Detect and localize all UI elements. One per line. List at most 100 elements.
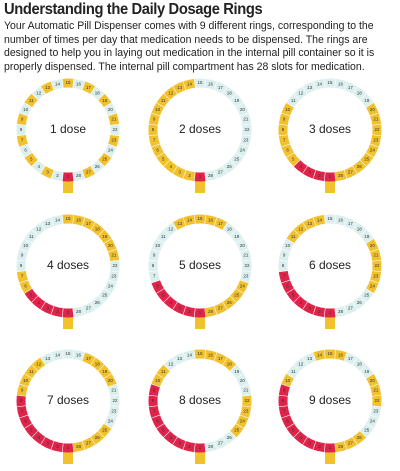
slot-number: 14 <box>187 81 193 86</box>
slot-divider <box>242 123 252 126</box>
slot-number: 3 <box>178 306 181 311</box>
slot-divider <box>19 414 28 419</box>
slot-number: 21 <box>243 253 249 258</box>
slot-divider <box>61 349 64 359</box>
slot-number: 26 <box>357 435 363 440</box>
slot-divider <box>90 436 96 445</box>
slot-divider <box>352 301 358 310</box>
slot-divider <box>293 93 301 101</box>
slot-divider <box>302 86 308 95</box>
slot-number: 9 <box>283 117 286 122</box>
slot-divider <box>278 259 288 262</box>
slot-number: 10 <box>285 243 291 248</box>
slot-divider <box>372 405 382 408</box>
slot-number: 3 <box>178 170 181 175</box>
slot-number: 14 <box>55 217 61 222</box>
slot-divider <box>286 102 295 108</box>
slot-number: 19 <box>364 369 370 374</box>
slot-number: 7 <box>153 409 156 414</box>
ring-tab <box>63 181 73 193</box>
slot-number: 21 <box>373 253 379 258</box>
slot-number: 13 <box>307 221 313 226</box>
slot-divider <box>148 123 158 126</box>
slot-number: 4 <box>299 164 302 169</box>
slot-divider <box>50 306 55 315</box>
slot-divider <box>359 93 367 101</box>
slot-divider <box>334 214 337 224</box>
slot-number: 21 <box>111 253 117 258</box>
slot-number: 4 <box>169 164 172 169</box>
slot-divider <box>229 430 237 438</box>
slot-divider <box>193 214 196 224</box>
slot-divider <box>81 217 86 226</box>
slot-number: 22 <box>112 127 118 132</box>
slot-number: 16 <box>208 81 214 86</box>
slot-number: 7 <box>283 274 286 279</box>
slot-divider <box>242 270 252 273</box>
slot-number: 22 <box>374 127 380 132</box>
slot-number: 10 <box>23 107 29 112</box>
slot-divider <box>370 248 379 253</box>
slot-divider <box>281 279 290 284</box>
slot-number: 2 <box>318 309 321 314</box>
slot-divider <box>323 443 326 453</box>
slot-number: 22 <box>374 263 380 268</box>
slot-number: 6 <box>156 284 159 289</box>
slot-number: 16 <box>208 352 214 357</box>
slot-number: 1 <box>329 445 332 450</box>
slot-number: 9 <box>283 388 286 393</box>
slot-number: 20 <box>108 378 114 383</box>
slot-number: 18 <box>357 90 363 95</box>
slot-divider <box>278 394 288 397</box>
ring-tab <box>325 452 335 464</box>
slot-divider <box>193 349 196 359</box>
slot-number: 28 <box>208 173 214 178</box>
slot-number: 11 <box>161 234 166 239</box>
slot-divider <box>359 159 367 167</box>
slot-number: 23 <box>373 274 379 279</box>
slot-divider <box>312 81 317 90</box>
slot-number: 10 <box>285 107 291 112</box>
slot-divider <box>156 102 165 108</box>
slot-divider <box>240 248 249 253</box>
slot-divider <box>365 288 374 294</box>
slot-number: 27 <box>86 441 92 446</box>
slot-divider <box>90 301 96 310</box>
slot-number: 28 <box>208 444 214 449</box>
slot-divider <box>370 279 379 284</box>
slot-number: 19 <box>234 369 240 374</box>
slot-number: 22 <box>112 263 118 268</box>
slot-divider <box>24 373 33 379</box>
slot-number: 20 <box>370 243 376 248</box>
slot-number: 24 <box>240 148 246 153</box>
slot-divider <box>19 383 28 388</box>
slot-divider <box>182 352 187 361</box>
slot-number: 14 <box>317 217 323 222</box>
slot-divider <box>182 441 187 450</box>
slot-number: 7 <box>153 138 156 143</box>
slot-number: 20 <box>108 107 114 112</box>
slot-divider <box>156 423 165 429</box>
slot-divider <box>31 159 39 167</box>
slot-number: 23 <box>243 274 249 279</box>
slot-divider <box>172 165 178 174</box>
slot-number: 12 <box>36 226 42 231</box>
slot-number: 19 <box>102 369 108 374</box>
slot-number: 16 <box>338 217 344 222</box>
ring-tab <box>325 317 335 329</box>
slot-number: 5 <box>162 292 165 297</box>
slot-number: 10 <box>23 378 29 383</box>
slot-number: 9 <box>153 117 156 122</box>
slot-number: 5 <box>292 156 295 161</box>
slot-number: 7 <box>153 274 156 279</box>
slot-divider <box>281 248 290 253</box>
slot-divider <box>281 143 290 148</box>
slot-number: 8 <box>20 263 23 268</box>
slot-number: 10 <box>155 378 161 383</box>
slot-number: 1 <box>199 445 202 450</box>
slot-divider <box>19 112 28 117</box>
slot-divider <box>213 170 218 179</box>
